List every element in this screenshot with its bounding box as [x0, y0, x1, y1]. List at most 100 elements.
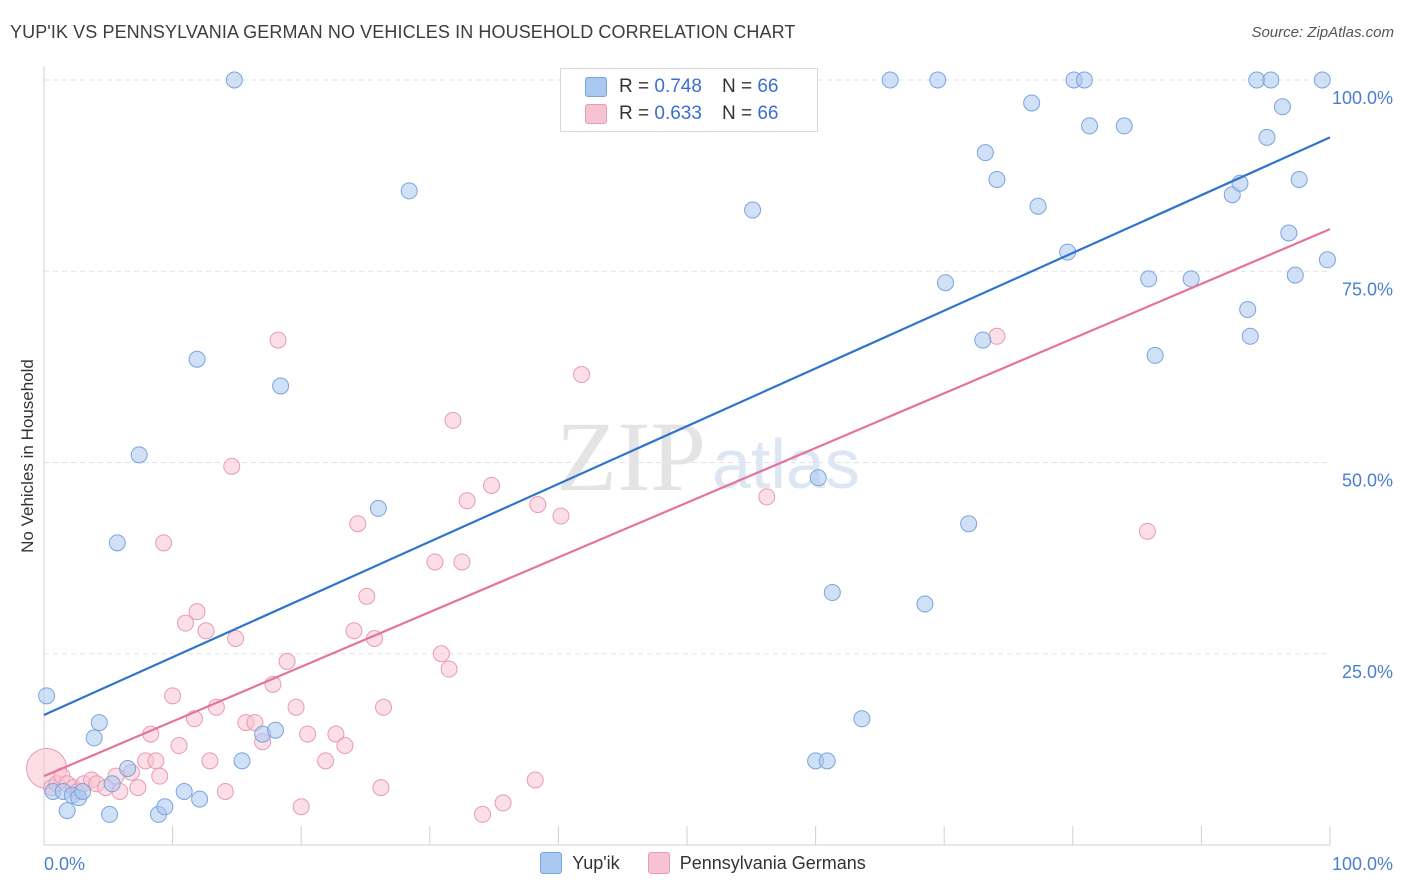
point-yupik-25[interactable]	[400, 182, 418, 200]
point-pennsylvania-germans-25[interactable]	[197, 622, 215, 640]
point-yupik-54[interactable]	[1239, 301, 1257, 318]
legend-item-yupik[interactable]: Yup'ik	[540, 852, 620, 874]
point-pennsylvania-germans-30[interactable]	[227, 629, 245, 647]
point-yupik-55[interactable]	[1241, 327, 1259, 345]
point-yupik-23[interactable]	[272, 377, 290, 395]
point-yupik-63[interactable]	[1313, 71, 1331, 89]
point-pennsylvania-germans-18[interactable]	[151, 767, 169, 785]
point-pennsylvania-germans-54[interactable]	[458, 492, 476, 510]
point-yupik-27[interactable]	[744, 201, 762, 219]
point-yupik-22[interactable]	[266, 721, 284, 739]
point-yupik-24[interactable]	[369, 499, 387, 517]
point-pennsylvania-germans-57[interactable]	[494, 794, 512, 812]
point-pennsylvania-germans-21[interactable]	[170, 737, 188, 755]
point-pennsylvania-germans-35[interactable]	[269, 331, 287, 349]
point-pennsylvania-germans-60[interactable]	[552, 507, 570, 525]
point-pennsylvania-germans-22[interactable]	[176, 614, 194, 632]
point-pennsylvania-germans-64[interactable]	[988, 327, 1006, 345]
point-pennsylvania-germans-56[interactable]	[483, 476, 501, 494]
point-pennsylvania-germans-37[interactable]	[287, 698, 305, 716]
point-pennsylvania-germans-14[interactable]	[129, 779, 147, 797]
point-yupik-32[interactable]	[823, 584, 841, 602]
trend-line-yupik	[43, 136, 1331, 716]
point-pennsylvania-germans-61[interactable]	[573, 366, 591, 384]
point-yupik-62[interactable]	[1290, 170, 1308, 188]
source-label[interactable]: Source: ZipAtlas.com	[1251, 24, 1394, 41]
point-yupik-9[interactable]	[101, 805, 119, 823]
point-yupik-40[interactable]	[976, 144, 994, 162]
point-yupik-17[interactable]	[188, 350, 206, 368]
point-yupik-64[interactable]	[1318, 251, 1336, 269]
point-pennsylvania-germans-28[interactable]	[216, 782, 234, 800]
point-yupik-13[interactable]	[130, 446, 148, 464]
series-pennsylvania-germans-points	[26, 71, 1156, 823]
point-yupik-35[interactable]	[916, 595, 934, 613]
point-yupik-49[interactable]	[1140, 270, 1158, 288]
point-yupik-15[interactable]	[156, 798, 174, 816]
point-pennsylvania-germans-45[interactable]	[358, 587, 376, 605]
point-yupik-12[interactable]	[119, 760, 137, 777]
point-pennsylvania-germans-29[interactable]	[223, 457, 241, 475]
point-pennsylvania-germans-24[interactable]	[188, 603, 206, 621]
point-yupik-43[interactable]	[1029, 197, 1047, 215]
point-pennsylvania-germans-39[interactable]	[299, 725, 317, 743]
point-pennsylvania-germans-26[interactable]	[201, 752, 219, 770]
point-pennsylvania-germans-51[interactable]	[440, 660, 458, 678]
point-yupik-8[interactable]	[90, 714, 108, 732]
point-pennsylvania-germans-47[interactable]	[372, 779, 390, 797]
legend-item-pennsylvania-germans[interactable]: Pennsylvania Germans	[647, 852, 866, 874]
point-pennsylvania-germans-58[interactable]	[526, 771, 544, 789]
point-yupik-47[interactable]	[1081, 117, 1099, 135]
point-pennsylvania-germans-43[interactable]	[345, 622, 363, 640]
point-yupik-60[interactable]	[1280, 224, 1298, 242]
point-pennsylvania-germans-36[interactable]	[278, 652, 296, 670]
point-pennsylvania-germans-50[interactable]	[432, 645, 450, 663]
point-yupik-59[interactable]	[1273, 98, 1291, 116]
point-pennsylvania-germans-40[interactable]	[317, 752, 335, 770]
point-yupik-39[interactable]	[974, 331, 992, 349]
point-yupik-20[interactable]	[233, 752, 251, 770]
point-yupik-48[interactable]	[1115, 117, 1133, 135]
point-yupik-33[interactable]	[853, 710, 871, 728]
point-yupik-36[interactable]	[929, 71, 947, 89]
point-yupik-11[interactable]	[108, 534, 126, 552]
point-pennsylvania-germans-53[interactable]	[453, 553, 471, 571]
point-yupik-6[interactable]	[74, 782, 92, 800]
point-yupik-38[interactable]	[960, 515, 978, 533]
point-yupik-41[interactable]	[988, 170, 1006, 188]
point-pennsylvania-germans-38[interactable]	[292, 798, 310, 816]
point-pennsylvania-germans-20[interactable]	[164, 687, 182, 705]
point-pennsylvania-germans-52[interactable]	[444, 411, 462, 429]
point-yupik-57[interactable]	[1262, 71, 1280, 89]
point-yupik-16[interactable]	[175, 782, 193, 800]
point-yupik-19[interactable]	[225, 71, 243, 89]
point-yupik-7[interactable]	[85, 729, 103, 747]
point-pennsylvania-germans-55[interactable]	[474, 805, 492, 823]
point-yupik-42[interactable]	[1023, 94, 1041, 112]
point-yupik-37[interactable]	[936, 274, 954, 292]
point-yupik-30[interactable]	[809, 469, 827, 487]
point-pennsylvania-germans-19[interactable]	[155, 534, 173, 552]
point-yupik-51[interactable]	[1182, 270, 1200, 288]
point-pennsylvania-germans-41[interactable]	[327, 725, 345, 743]
point-pennsylvania-germans-44[interactable]	[349, 515, 367, 533]
point-pennsylvania-germans-65[interactable]	[1138, 522, 1156, 540]
point-yupik-10[interactable]	[103, 775, 121, 793]
point-yupik-34[interactable]	[881, 71, 899, 89]
point-pennsylvania-germans-17[interactable]	[147, 752, 165, 770]
point-yupik-0[interactable]	[38, 687, 56, 705]
point-yupik-46[interactable]	[1075, 71, 1093, 89]
point-yupik-56[interactable]	[1248, 71, 1266, 89]
point-yupik-50[interactable]	[1146, 346, 1164, 364]
point-pennsylvania-germans-48[interactable]	[375, 698, 393, 716]
point-pennsylvania-germans-63[interactable]	[758, 488, 776, 506]
point-pennsylvania-germans-42[interactable]	[336, 737, 354, 755]
legend-n-label: N =	[721, 76, 753, 97]
point-pennsylvania-germans-59[interactable]	[529, 496, 547, 514]
point-yupik-3[interactable]	[58, 802, 76, 820]
point-yupik-31[interactable]	[818, 752, 836, 770]
point-yupik-61[interactable]	[1286, 266, 1304, 284]
point-yupik-18[interactable]	[191, 790, 209, 808]
point-yupik-58[interactable]	[1258, 128, 1276, 146]
point-pennsylvania-germans-49[interactable]	[426, 553, 444, 571]
